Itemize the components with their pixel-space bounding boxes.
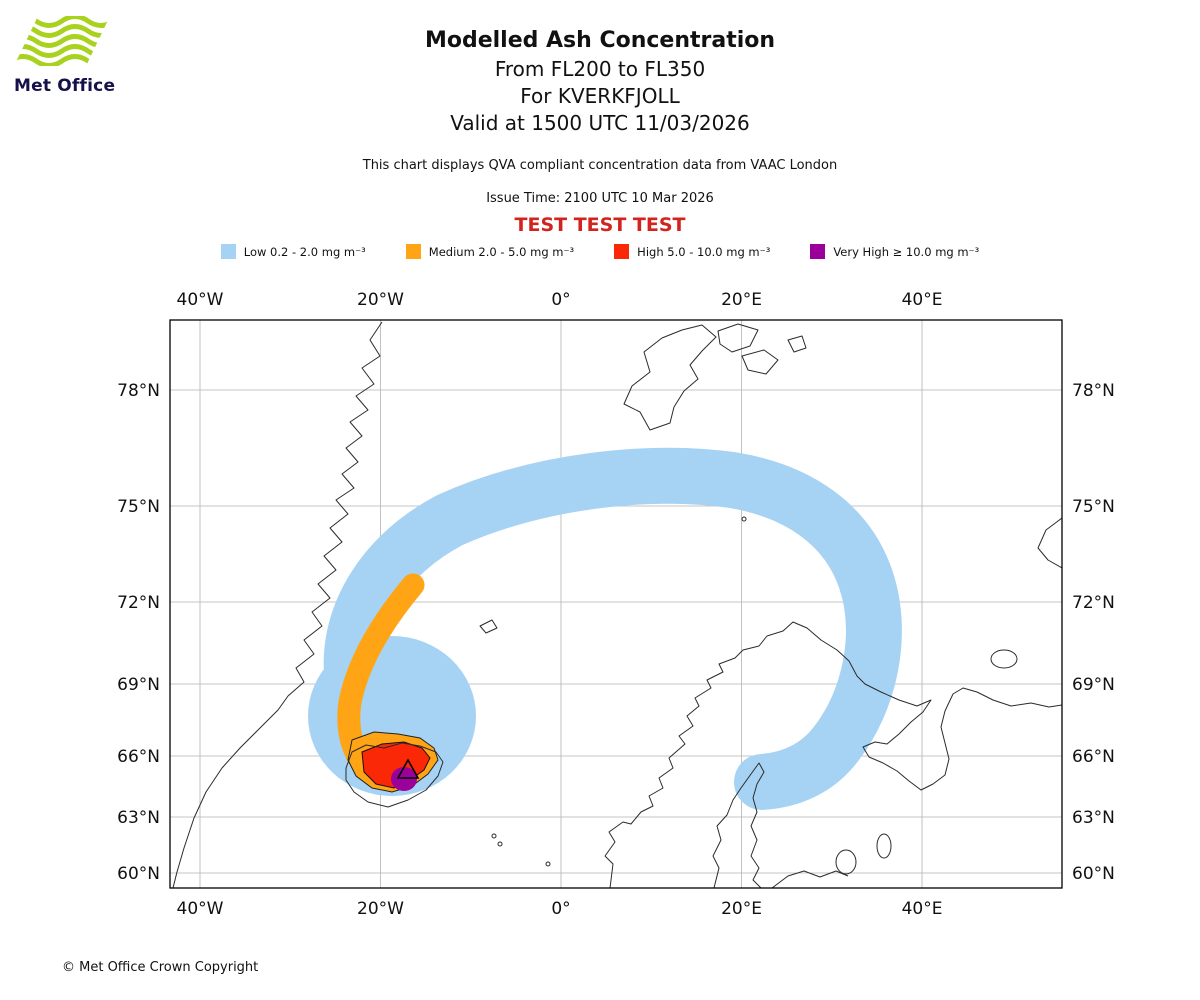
coastline-faroes-2 <box>497 841 503 847</box>
coastline-svalbard <box>623 324 717 431</box>
coastline-iceland <box>345 742 444 808</box>
very-high-label: Very High ≥ 10.0 mg m⁻³ <box>833 244 980 259</box>
met-office-logo-mark <box>14 16 110 66</box>
medium-label: Medium 2.0 - 5.0 mg m⁻³ <box>428 244 575 259</box>
lat-label-right: 63°N <box>1072 808 1115 828</box>
lon-label-bottom: 40°E <box>902 899 943 919</box>
coastline-lake-onega <box>876 833 892 859</box>
lon-label-bottom: 0° <box>551 899 570 919</box>
ash-plume-layer <box>308 447 902 810</box>
qva-description: This chart displays QVA compliant concen… <box>362 158 838 173</box>
lat-label-left: 75°N <box>117 497 160 517</box>
very-high-swatch <box>810 244 826 259</box>
coastline-greenland <box>172 321 383 888</box>
coastline-svalbard-ne <box>717 323 759 353</box>
lon-label-bottom: 40°W <box>177 899 224 919</box>
lat-label-right: 75°N <box>1072 497 1115 517</box>
met-office-logo-text: Met Office <box>14 76 116 96</box>
lat-axis-left: 78°N 75°N 72°N 69°N 66°N 63°N 60°N <box>117 381 160 884</box>
coastline-bear-island <box>741 516 747 522</box>
lat-axis-right: 78°N 75°N 72°N 69°N 66°N 63°N 60°N <box>1072 381 1115 884</box>
lat-label-left: 66°N <box>117 747 160 767</box>
coastline-svalbard-islet <box>787 335 807 353</box>
lat-label-left: 63°N <box>117 808 160 828</box>
issue-time: Issue Time: 2100 UTC 10 Mar 2026 <box>486 191 714 206</box>
coastline-norway-kola <box>604 621 1062 888</box>
title-block: Modelled Ash Concentration From FL200 to… <box>0 26 1200 137</box>
lon-label-bottom: 20°W <box>357 899 404 919</box>
coastline-shetland <box>545 861 551 867</box>
volcano-line: For KVERKFJOLL <box>520 84 680 108</box>
map-gridlines <box>170 320 1062 888</box>
high-swatch <box>614 244 630 259</box>
high-label: High 5.0 - 10.0 mg m⁻³ <box>637 244 771 259</box>
coastline-svalbard-e <box>741 349 779 375</box>
low-swatch <box>220 244 236 259</box>
medium-swatch <box>405 244 421 259</box>
lon-axis-top: 40°W 20°W 0° 20°E 40°E <box>177 290 943 310</box>
coastline-kolguyev <box>990 649 1018 669</box>
lat-label-right: 72°N <box>1072 593 1115 613</box>
test-banner: TEST TEST TEST <box>514 214 686 236</box>
coastline-lake-ladoga <box>835 849 857 875</box>
lon-label-top: 0° <box>551 290 570 310</box>
coastline-jan-mayen <box>479 619 498 634</box>
map-frame <box>169 319 1063 889</box>
legend-item-high: High 5.0 - 10.0 mg m⁻³ <box>614 244 770 259</box>
lat-label-left: 60°N <box>117 864 160 884</box>
coastline-gulf-of-finland <box>771 870 849 888</box>
legend-item-medium: Medium 2.0 - 5.0 mg m⁻³ <box>405 244 575 259</box>
lat-label-left: 72°N <box>117 593 160 613</box>
coastline-gulf-of-bothnia <box>712 762 765 888</box>
lat-label-right: 69°N <box>1072 675 1115 695</box>
legend-item-very-high: Very High ≥ 10.0 mg m⁻³ <box>810 244 979 259</box>
page-title: Modelled Ash Concentration <box>424 28 776 53</box>
lat-label-right: 66°N <box>1072 747 1115 767</box>
coastline-faroes-1 <box>491 833 497 839</box>
coastline-novaya-zemlya <box>1037 517 1062 569</box>
flight-level-line: From FL200 to FL350 <box>494 57 706 81</box>
coastlines <box>172 321 1062 888</box>
copyright-notice: © Met Office Crown Copyright <box>62 960 259 975</box>
concentration-legend: Low 0.2 - 2.0 mg m⁻³ Medium 2.0 - 5.0 mg… <box>0 244 1200 259</box>
lat-label-left: 78°N <box>117 381 160 401</box>
lat-label-right: 78°N <box>1072 381 1115 401</box>
lon-axis-bottom: 40°W 20°W 0° 20°E 40°E <box>177 899 943 919</box>
lon-label-bottom: 20°E <box>721 899 762 919</box>
ash-very-high-blob <box>391 767 417 791</box>
low-label: Low 0.2 - 2.0 mg m⁻³ <box>243 244 366 259</box>
lon-label-top: 20°E <box>721 290 762 310</box>
legend-item-low: Low 0.2 - 2.0 mg m⁻³ <box>220 244 366 259</box>
lat-label-right: 60°N <box>1072 864 1115 884</box>
volcano-marker-icon <box>396 758 420 779</box>
ash-low-arc <box>323 447 902 810</box>
lon-label-top: 40°W <box>177 290 224 310</box>
lon-label-top: 40°E <box>902 290 943 310</box>
lon-label-top: 20°W <box>357 290 404 310</box>
met-office-logo: Met Office <box>14 14 124 96</box>
lat-label-left: 69°N <box>117 675 160 695</box>
valid-time-line: Valid at 1500 UTC 11/03/2026 <box>450 111 750 135</box>
